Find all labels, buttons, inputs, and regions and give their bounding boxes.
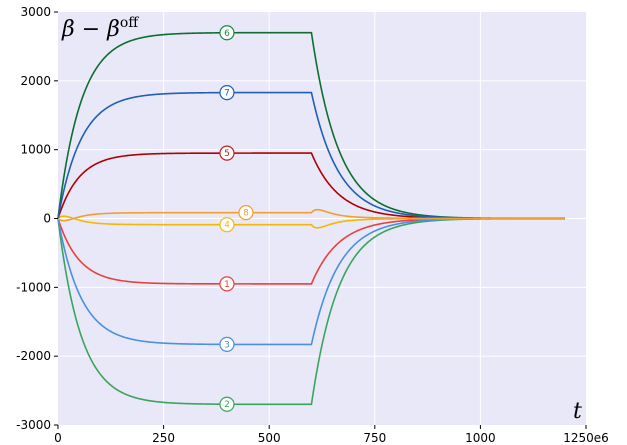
series-marker-circle-8 bbox=[238, 205, 254, 221]
x-tick-label-3: 750 bbox=[363, 431, 386, 445]
x-tick-label-1: 250 bbox=[152, 431, 175, 445]
series-marker-label-2: 2 bbox=[224, 400, 230, 410]
series-marker-4: 4 bbox=[219, 217, 235, 233]
x-tick-label-0: 0 bbox=[54, 431, 62, 445]
series-marker-circle-4 bbox=[219, 217, 235, 233]
series-marker-label-6: 6 bbox=[224, 29, 230, 39]
x-axis-ticks: 0 250 500 750 1000 1250e6 bbox=[54, 425, 609, 445]
series-marker-6: 6 bbox=[219, 25, 235, 41]
y-tick-label-5: 2000 bbox=[20, 74, 51, 88]
series-marker-label-5: 5 bbox=[224, 149, 230, 159]
series-marker-circle-5 bbox=[219, 145, 235, 161]
y-tick-label-0: -3000 bbox=[16, 418, 51, 432]
series-markers: 1 2 3 4 5 6 7 8 bbox=[219, 25, 254, 412]
y-tick-label-6: 3000 bbox=[20, 5, 51, 19]
series-marker-1: 1 bbox=[219, 276, 235, 292]
series-marker-7: 7 bbox=[219, 85, 235, 101]
series-marker-circle-6 bbox=[219, 25, 235, 41]
series-marker-8: 8 bbox=[238, 205, 254, 221]
x-tick-label-2: 500 bbox=[258, 431, 281, 445]
series-marker-5: 5 bbox=[219, 145, 235, 161]
series-marker-label-3: 3 bbox=[224, 340, 230, 350]
series-marker-circle-3 bbox=[219, 336, 235, 352]
y-axis-title: β − βoff bbox=[61, 15, 139, 42]
y-tick-label-2: -1000 bbox=[16, 280, 51, 294]
series-marker-label-8: 8 bbox=[243, 209, 249, 219]
x-tick-label-5: 1250e6 bbox=[563, 431, 609, 445]
series-marker-3: 3 bbox=[219, 336, 235, 352]
y-axis-ticks: -3000 -2000 -1000 0 1000 2000 3000 bbox=[16, 5, 58, 432]
series-marker-label-4: 4 bbox=[224, 221, 230, 231]
series-marker-circle-2 bbox=[219, 396, 235, 412]
y-axis-title-sup: off bbox=[120, 15, 139, 31]
y-tick-label-3: 0 bbox=[43, 212, 51, 226]
series-line-8 bbox=[57, 208, 565, 222]
series-marker-2: 2 bbox=[219, 396, 235, 412]
x-tick-label-4: 1000 bbox=[465, 431, 496, 445]
series-marker-label-7: 7 bbox=[224, 89, 230, 99]
x-axis-title: t bbox=[573, 399, 582, 424]
series-marker-circle-1 bbox=[219, 276, 235, 292]
series-lines bbox=[57, 31, 565, 406]
y-tick-label-1: -2000 bbox=[16, 349, 51, 363]
series-marker-circle-7 bbox=[219, 85, 235, 101]
y-tick-label-4: 1000 bbox=[20, 143, 51, 157]
series-marker-label-1: 1 bbox=[224, 280, 230, 290]
